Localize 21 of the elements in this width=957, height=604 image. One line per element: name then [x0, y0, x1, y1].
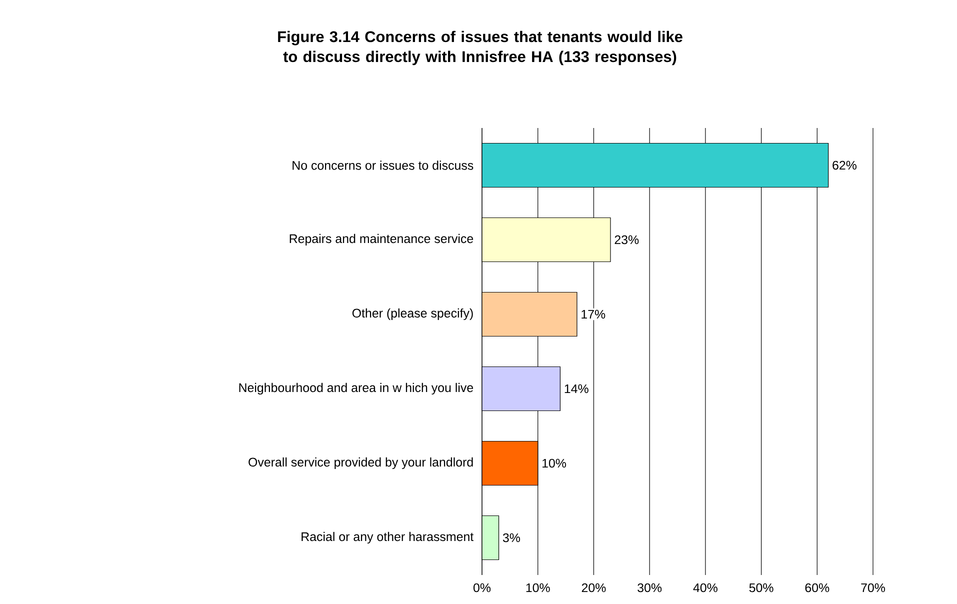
x-tick-label: 30%: [638, 583, 662, 592]
chart-title: Figure 3.14 Concerns of issues that tenants would like to discuss directly with Innisfree HA (133 responses): [278, 30, 682, 66]
y-tick-label: No concerns or issues to discuss: [292, 160, 474, 170]
y-tick-label: Overall service provided by your landlord: [248, 457, 473, 470]
data-label: 23%: [614, 235, 639, 244]
x-tick-label: 60%: [805, 583, 830, 592]
y-tick-label: Racial or any other harassment: [302, 532, 474, 544]
data-label: 3%: [502, 533, 520, 542]
y-tick-label: Other (please specify): [352, 308, 473, 320]
data-label: 14%: [564, 384, 588, 394]
y-tick-label: Repairs and maintenance service: [290, 234, 474, 246]
data-label: 62%: [832, 160, 856, 170]
x-tick-label: 40%: [693, 583, 718, 592]
y-tick-label: Neighbourhood and area in w hich you live: [239, 382, 474, 395]
x-tick-label: 70%: [861, 583, 886, 592]
x-tick-label: 0%: [473, 583, 491, 592]
x-tick-label: 10%: [526, 583, 550, 592]
data-label: 17%: [582, 310, 606, 319]
x-tick-label: 50%: [749, 583, 774, 592]
x-tick-label: 20%: [582, 583, 606, 592]
data-label: 10%: [542, 458, 566, 468]
